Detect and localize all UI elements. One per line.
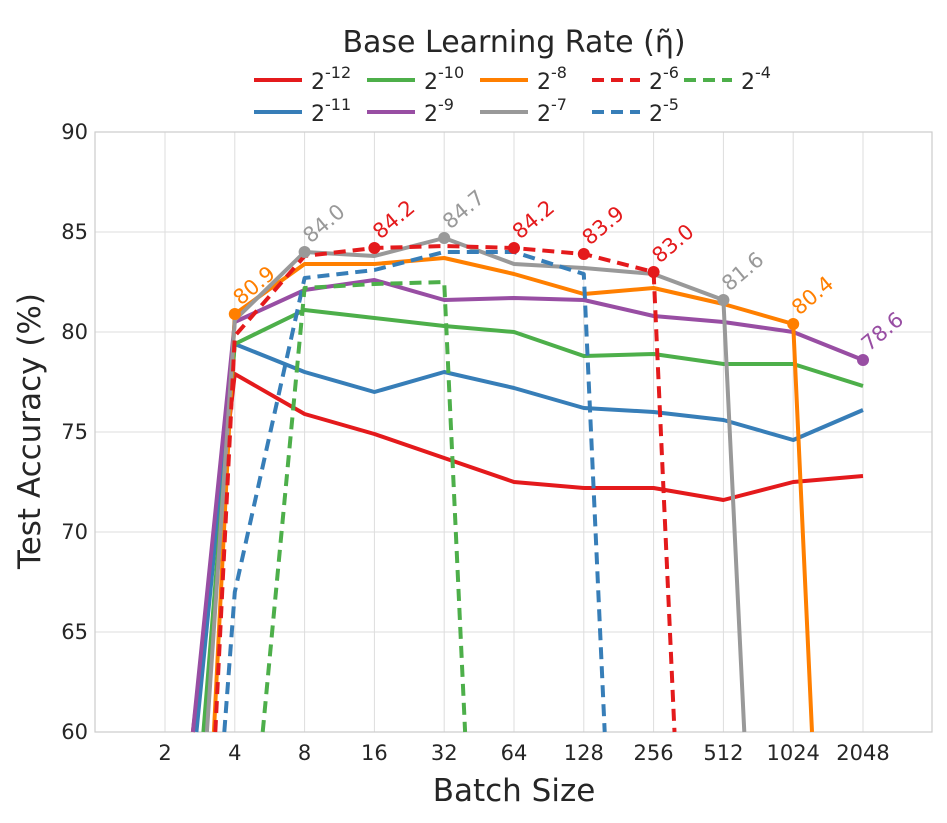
y-tick-label: 75 xyxy=(61,420,88,444)
legend-label-lr-2-4: 2-4 xyxy=(741,63,771,95)
y-tick-labels: 60 65 70 75 80 85 90 xyxy=(61,120,88,744)
annotation-marker xyxy=(298,246,311,258)
series-lines xyxy=(190,236,864,733)
x-tick-label: 4 xyxy=(228,741,241,765)
annotation-marker xyxy=(717,294,730,306)
legend-label-lr-2-7: 2-7 xyxy=(537,95,567,127)
annotation-label: 83.0 xyxy=(647,219,698,267)
x-tick-label: 512 xyxy=(703,741,743,765)
y-tick-label: 70 xyxy=(61,520,88,544)
legend-label-lr-2-10: 2-10 xyxy=(424,63,464,95)
y-tick-label: 80 xyxy=(61,320,88,344)
annotation-label: 81.6 xyxy=(717,247,768,295)
y-tick-label: 60 xyxy=(61,720,88,744)
series-line-lr-2-11 xyxy=(194,342,864,733)
y-tick-label: 65 xyxy=(61,620,88,644)
annotation-label: 84.7 xyxy=(438,185,489,233)
x-tick-labels: 2 4 8 16 32 64 128 256 512 1024 2048 xyxy=(158,741,889,765)
annotation-label: 84.2 xyxy=(508,195,559,243)
legend-label-lr-2-8: 2-8 xyxy=(537,63,567,95)
annotation-marker xyxy=(228,308,241,320)
y-tick-label: 85 xyxy=(61,220,88,244)
x-tick-label: 2048 xyxy=(836,741,889,765)
annotation-label: 84.2 xyxy=(368,195,419,243)
annotation-marker xyxy=(438,232,451,244)
series-line-lr-2-7 xyxy=(204,236,747,733)
legend-label-lr-2-12: 2-12 xyxy=(311,63,351,95)
series-line-lr-2-4 xyxy=(260,280,468,733)
annotation-marker xyxy=(857,354,869,366)
annotation-marker xyxy=(508,242,520,254)
legend-label-lr-2-9: 2-9 xyxy=(424,95,454,127)
legend-label-lr-2-11: 2-11 xyxy=(311,95,351,127)
x-tick-label: 32 xyxy=(431,741,458,765)
x-tick-label: 64 xyxy=(501,741,528,765)
x-tick-label: 2 xyxy=(158,741,171,765)
annotation-marker xyxy=(647,266,660,278)
annotation-label: 83.9 xyxy=(578,201,629,249)
y-axis-title: Test Accuracy (%) xyxy=(12,293,48,570)
series-line-lr-2-12 xyxy=(190,372,864,733)
x-tick-label: 256 xyxy=(634,741,674,765)
x-tick-label: 8 xyxy=(298,741,311,765)
x-axis-title: Batch Size xyxy=(433,773,596,809)
series-line-lr-2-9 xyxy=(190,278,864,733)
y-tick-label: 90 xyxy=(61,120,88,144)
legend-label-lr-2-5: 2-5 xyxy=(649,95,679,127)
x-tick-label: 1024 xyxy=(766,741,819,765)
legend: 2-12 2-10 2-8 2-6 2-4 2-11 2-9 2-7 2-5 xyxy=(254,63,771,127)
annotation-marker xyxy=(787,318,800,330)
x-tick-label: 16 xyxy=(361,741,388,765)
series-line-lr-2-8 xyxy=(211,256,814,733)
annotation-label: 84.0 xyxy=(298,199,349,247)
annotation-marker xyxy=(368,242,381,254)
series-line-lr-2-10 xyxy=(201,308,864,733)
plot-frame xyxy=(94,131,933,733)
x-tick-label: 128 xyxy=(564,741,604,765)
annotation-marker xyxy=(577,248,590,260)
legend-title: Base Learning Rate (η̃) xyxy=(342,25,685,60)
annotation-label: 80.4 xyxy=(787,271,838,319)
legend-label-lr-2-6: 2-6 xyxy=(649,63,679,95)
annotation-markers xyxy=(228,232,869,366)
series-line-lr-2-5 xyxy=(222,250,607,733)
annotation-label: 78.6 xyxy=(857,307,908,355)
